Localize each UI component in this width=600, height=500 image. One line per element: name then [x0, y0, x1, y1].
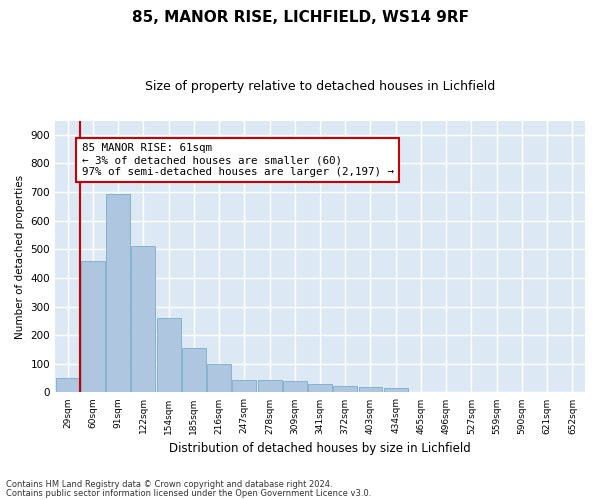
Bar	[81, 261, 105, 392]
Bar	[384, 388, 408, 392]
Text: 85 MANOR RISE: 61sqm
← 3% of detached houses are smaller (60)
97% of semi-detach: 85 MANOR RISE: 61sqm ← 3% of detached ho…	[82, 144, 394, 176]
Bar	[207, 364, 231, 392]
Title: Size of property relative to detached houses in Lichfield: Size of property relative to detached ho…	[145, 80, 495, 93]
Text: Contains HM Land Registry data © Crown copyright and database right 2024.: Contains HM Land Registry data © Crown c…	[6, 480, 332, 489]
Bar	[257, 380, 281, 392]
Bar	[333, 386, 357, 392]
Bar	[308, 384, 332, 392]
Bar	[131, 246, 155, 392]
Bar	[157, 318, 181, 392]
Bar	[232, 380, 256, 392]
Bar	[106, 194, 130, 392]
Text: 85, MANOR RISE, LICHFIELD, WS14 9RF: 85, MANOR RISE, LICHFIELD, WS14 9RF	[131, 10, 469, 25]
X-axis label: Distribution of detached houses by size in Lichfield: Distribution of detached houses by size …	[169, 442, 471, 455]
Bar	[56, 378, 80, 392]
Bar	[182, 348, 206, 393]
Text: Contains public sector information licensed under the Open Government Licence v3: Contains public sector information licen…	[6, 488, 371, 498]
Bar	[359, 386, 382, 392]
Y-axis label: Number of detached properties: Number of detached properties	[15, 174, 25, 338]
Bar	[283, 381, 307, 392]
